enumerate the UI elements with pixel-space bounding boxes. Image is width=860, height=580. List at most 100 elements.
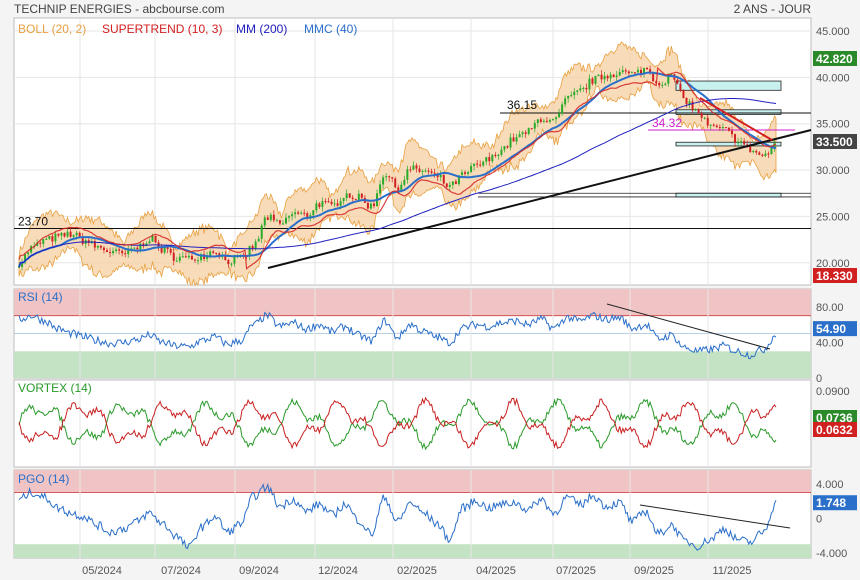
x-tick-label: 11/2025 [713, 565, 752, 577]
candle-body [412, 165, 415, 170]
candle-body [266, 217, 269, 220]
candle-body [127, 248, 130, 255]
price-y-tick: 35.000 [816, 119, 850, 131]
candle-body [658, 83, 661, 86]
vortex-minus-line [18, 396, 777, 450]
candle-body [679, 83, 682, 91]
candle-body [442, 174, 445, 184]
legend-item: SUPERTREND (10, 3) [102, 22, 222, 36]
candle-body [715, 125, 718, 128]
candle-body [630, 72, 633, 74]
candle-body [746, 144, 749, 146]
candle-body [615, 75, 618, 77]
candle-body [609, 74, 612, 79]
candle-body [500, 149, 503, 155]
candle-body [269, 214, 272, 220]
candle-body [433, 172, 436, 174]
price-high-badge: 42.820 [816, 52, 853, 66]
candle-body [700, 113, 703, 118]
candle-body [727, 127, 730, 131]
candle-body [749, 145, 752, 153]
candle-body [706, 117, 709, 126]
candle-body [209, 251, 212, 257]
candle-body [570, 95, 573, 97]
candle-body [99, 245, 102, 248]
pgo-badge: 1.748 [816, 496, 846, 510]
candle-body [224, 255, 227, 261]
pgo-badge-bg [813, 495, 857, 511]
candle-body [439, 174, 442, 178]
candle-body [39, 242, 42, 244]
candle-body [36, 242, 39, 246]
candle-body [576, 90, 579, 92]
candle-body [291, 214, 294, 217]
supertrend-line [18, 66, 777, 270]
rsi-y-tick: 80.00 [816, 302, 844, 314]
period-label: 2 ANS - JOUR [734, 2, 812, 16]
vortex-minus-badge-bg [813, 422, 857, 437]
vortex-plus-badge: 0.0736 [816, 411, 853, 425]
candle-body [409, 169, 412, 171]
candle-body [66, 231, 69, 237]
price-zone [675, 192, 782, 198]
pgo-y-tick: 4.000 [816, 479, 844, 491]
price-zone [675, 80, 782, 91]
candle-body [190, 255, 193, 260]
price-y-tick: 40.000 [816, 72, 850, 84]
rsi-y-tick: 40.00 [816, 337, 844, 349]
vortex-legend: VORTEX (14) [18, 381, 92, 395]
candle-body [755, 150, 758, 153]
pgo-y-tick: 0 [816, 513, 822, 525]
candle-body [169, 249, 172, 253]
candle-body [639, 69, 642, 75]
candle-body [551, 119, 554, 121]
candle-body [130, 248, 133, 250]
candle-body [21, 262, 24, 267]
x-tick-label: 04/2025 [476, 565, 516, 577]
candle-body [588, 78, 591, 90]
price-low-badge: 18.330 [816, 269, 853, 283]
candle-body [740, 141, 743, 143]
price-y-tick: 30.000 [816, 165, 850, 177]
candle-body [488, 157, 491, 162]
candle-body [457, 175, 460, 185]
candle-body [476, 163, 479, 165]
candle-body [421, 170, 424, 172]
candle-body [63, 232, 66, 237]
candle-body [248, 246, 251, 256]
candle-body [618, 72, 621, 76]
candle-body [233, 256, 236, 264]
rsi-legend: RSI (14) [18, 290, 63, 304]
legend-item: MMC (40) [304, 22, 357, 36]
candle-body [318, 203, 321, 207]
candle-body [664, 83, 667, 85]
candle-body [139, 243, 142, 250]
candle-body [136, 247, 139, 250]
candle-body [369, 203, 372, 209]
candle-body [342, 198, 345, 202]
candle-body [418, 168, 421, 172]
candle-body [133, 247, 136, 249]
pgo-line [18, 482, 777, 551]
candle-body [372, 203, 375, 207]
candle-body [479, 164, 482, 166]
candle-body [752, 150, 755, 153]
candle-body [327, 201, 330, 203]
candle-body [109, 252, 112, 254]
candle-body [27, 252, 30, 255]
vortex-y-tick: 0.0900 [816, 386, 850, 398]
candle-body [354, 198, 357, 200]
candle-body [503, 146, 506, 150]
candle-body [470, 165, 473, 173]
candle-body [600, 74, 603, 80]
candle-body [579, 88, 582, 91]
candle-body [761, 154, 764, 157]
candle-body [427, 170, 430, 172]
price-high-badge-bg [813, 51, 857, 66]
candle-body [263, 217, 266, 226]
candle-body [767, 153, 770, 155]
price-last-badge: 33.500 [816, 135, 853, 149]
candle-body [709, 124, 712, 126]
candle-body [254, 241, 257, 249]
candle-body [357, 193, 360, 200]
